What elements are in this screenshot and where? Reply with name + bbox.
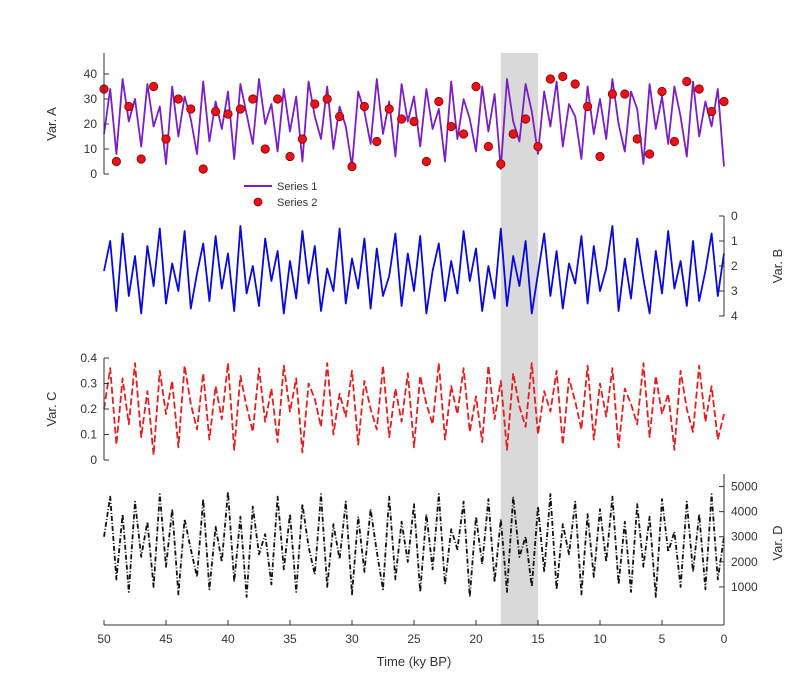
x-tick-label: 20: [469, 632, 483, 646]
panel-2-y-axis-label: Var. B: [770, 249, 785, 283]
series-2-marker: [533, 141, 543, 152]
series-2-marker: [409, 116, 419, 127]
panel-1-y-tick-label: 0: [90, 167, 97, 181]
series-2-marker: [136, 154, 146, 164]
series-2-marker: [446, 121, 456, 132]
series-2-marker: [198, 164, 208, 174]
x-tick-label: 30: [345, 632, 359, 646]
series-2-marker: [632, 134, 642, 144]
panel-4-y-tick-label: 5000: [731, 480, 758, 494]
panel-1-series-line: [103, 78, 725, 170]
highlight-band: [500, 53, 538, 625]
series-2-marker: [111, 156, 122, 167]
x-tick-label: 10: [593, 632, 607, 646]
panel-3-y-tick-label: 0: [90, 453, 97, 467]
series-2-marker: [359, 101, 369, 112]
series-2-marker: [719, 96, 729, 107]
panel-2-y-tick-label: 4: [731, 309, 738, 323]
series-2-marker: [186, 104, 196, 114]
panel-2-y-tick-label: 3: [731, 284, 738, 298]
x-tick-label: 35: [283, 632, 297, 646]
series-2-marker: [595, 151, 605, 162]
x-axis-ticks: 50 45 40 35 30 25 20 15 10 5 0: [97, 620, 728, 646]
legend-series-2-swatch: [253, 197, 263, 207]
legend-series-1-label: Series 1: [277, 181, 317, 193]
panel-4-y-axis-label: Var. D: [770, 525, 785, 560]
series-2-marker: [248, 94, 258, 104]
series-2-marker: [384, 104, 394, 114]
panel-2-series-line: [103, 225, 725, 315]
series-2-marker: [458, 129, 469, 139]
series-2-marker: [582, 101, 593, 112]
series-2-marker: [471, 81, 481, 92]
series-2-marker: [272, 94, 283, 104]
series-2-marker: [644, 149, 655, 159]
x-tick-label: 50: [97, 632, 111, 646]
panel-4-y-tick-label: 3000: [731, 530, 758, 544]
series-2-marker: [570, 79, 580, 89]
axes-layer: 0 10 20 30 40 Var. A 0 1 2 3 4 Var. B 0 0.1 0.2 0.3 0.4 V…: [44, 53, 785, 625]
series-2-marker: [520, 114, 531, 124]
series-2-marker: [149, 81, 159, 92]
series-2-marker: [124, 101, 134, 112]
x-tick-label: 40: [221, 632, 235, 646]
panel-3-y-tick-label: 0.1: [80, 428, 97, 442]
x-tick-label: 45: [159, 632, 173, 646]
series-2-marker: [607, 89, 618, 99]
series-2-marker: [173, 94, 183, 104]
x-tick-label: 5: [659, 632, 666, 646]
panel-2-y-tick-label: 0: [731, 209, 738, 223]
series-2-marker: [322, 94, 332, 104]
series-2-marker: [545, 74, 556, 84]
panel-4-y-tick-label: 4000: [731, 505, 758, 519]
panel-1-y-tick-label: 30: [84, 92, 98, 106]
panel-2-y-tick-label: 1: [731, 234, 738, 248]
panel-4-series-line: [103, 490, 725, 598]
series-2-marker: [483, 141, 493, 152]
panel-1-y-tick-label: 40: [84, 67, 98, 81]
series-2-marker: [161, 134, 171, 144]
series-2-marker: [669, 136, 680, 147]
series-2-marker: [372, 136, 382, 147]
series-2-marker: [434, 96, 444, 107]
series-layer: [99, 71, 729, 598]
legend: Series 1 Series 2: [244, 181, 317, 209]
panel-4-y-tick-label: 2000: [731, 555, 758, 569]
series-2-marker: [657, 86, 667, 97]
series-2-marker: [558, 71, 568, 82]
panel-3-series-line: [103, 362, 725, 456]
series-2-marker: [334, 111, 345, 122]
panel-3-y-tick-label: 0.4: [80, 351, 97, 365]
series-2-marker: [421, 156, 431, 167]
legend-series-2-label: Series 2: [277, 197, 317, 209]
panel-3-y-tick-label: 0.3: [80, 377, 97, 391]
x-tick-label: 15: [531, 632, 545, 646]
series-2-marker: [297, 134, 307, 144]
series-2-marker: [620, 89, 630, 99]
panel-1-y-tick-label: 20: [84, 117, 98, 131]
series-2-marker: [235, 104, 245, 114]
x-axis-label: Time (ky BP): [377, 654, 452, 669]
series-2-marker: [694, 84, 704, 94]
x-tick-label: 25: [407, 632, 421, 646]
panel-4-y-tick-label: 1000: [731, 580, 758, 594]
panel-1-y-tick-label: 10: [84, 142, 98, 156]
panel-3-y-axis-label: Var. C: [44, 391, 59, 426]
series-2-marker: [310, 99, 320, 109]
x-tick-label: 0: [721, 632, 728, 646]
series-2-marker: [211, 106, 221, 117]
series-2-marker: [706, 106, 717, 117]
series-2-marker: [347, 161, 357, 172]
series-2-marker: [285, 151, 295, 162]
series-2-marker: [508, 129, 518, 139]
series-2-marker: [260, 144, 270, 154]
panel-3-y-tick-label: 0.2: [80, 402, 97, 416]
series-2-marker: [223, 109, 233, 119]
series-2-marker: [396, 114, 407, 124]
series-2-marker: [496, 159, 506, 169]
series-2-marker: [682, 76, 692, 87]
panel-2-y-tick-label: 2: [731, 259, 738, 273]
panel-1-y-axis-label: Var. A: [44, 107, 59, 141]
